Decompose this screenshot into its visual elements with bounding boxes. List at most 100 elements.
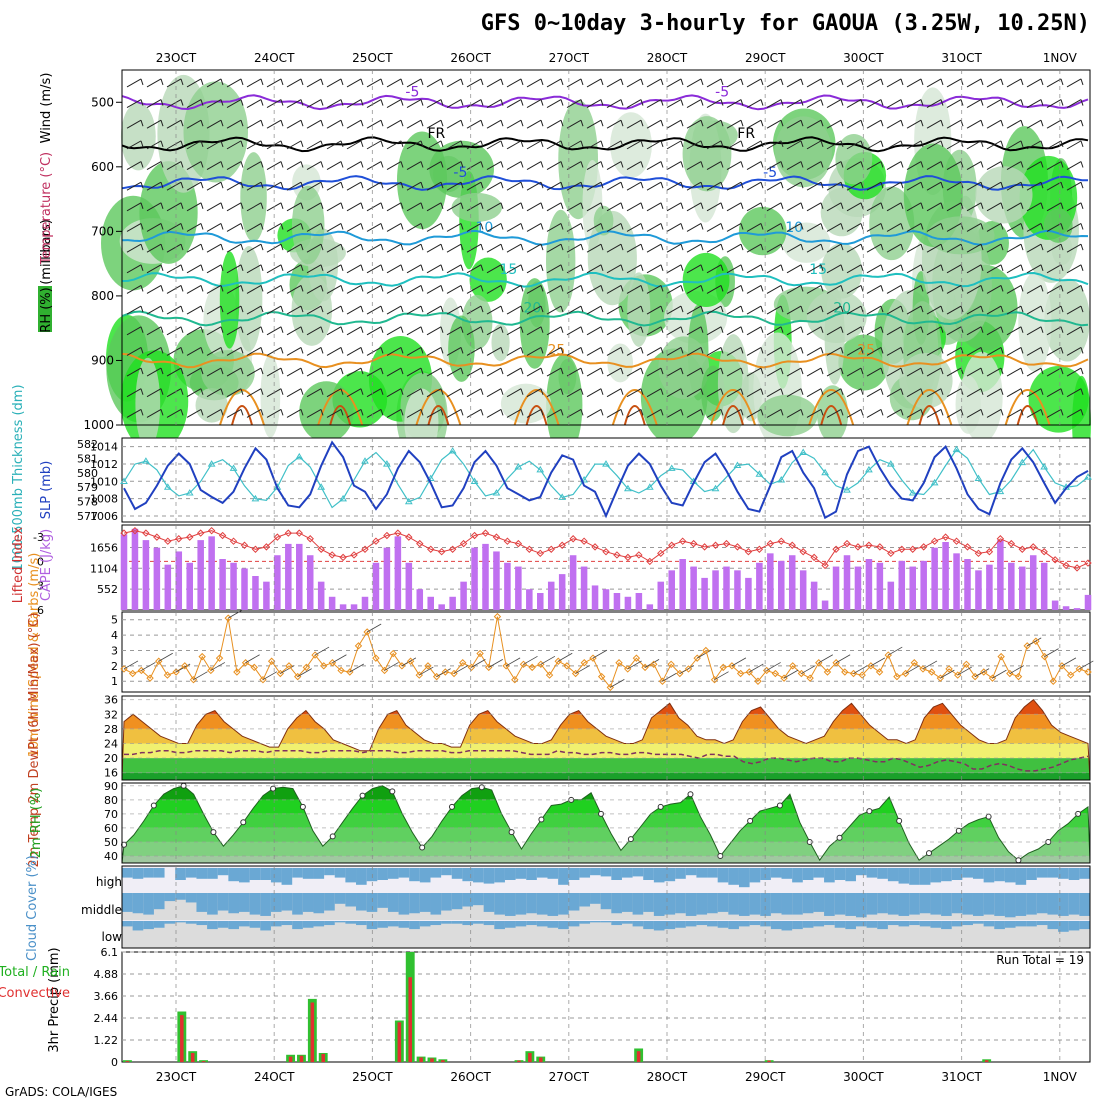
cloud-cell [356,893,368,911]
cloud-cell [1079,868,1091,879]
wind-barb [866,161,882,170]
wind-barb-flag [900,202,904,209]
wind-barb-flag [480,285,484,292]
cloud-cell [994,868,1006,882]
wind-barb-flag [300,99,304,106]
rh-shade [899,352,953,409]
cloud-cell [451,868,463,879]
wind-barb [866,388,882,398]
cloud-cell-bg [526,921,538,948]
wind-barb [666,408,682,418]
wind-barb [446,326,462,336]
surface-contour-inner [623,405,646,426]
wind-barb-flag [280,140,284,148]
wind-barb [226,161,242,170]
wind-barb [186,223,202,232]
wind-barb-flag [580,78,584,86]
wind-barb [486,78,502,88]
cloud-cell [855,921,868,927]
wind-barb-flag [600,223,604,230]
wind-barb-flag [500,367,504,375]
wind-barb [566,202,582,212]
cloud-cell [313,893,325,914]
wind-barb-flag [160,347,164,354]
wind-barb-flag [500,140,504,148]
wind-barb-flag [580,161,584,168]
wind-barb [986,223,1002,232]
wind-barb-flag [500,347,504,354]
wind10m-point [511,675,519,684]
top-date-label: 1NOV [1043,51,1078,65]
cloud-cell [558,921,570,930]
wind-barb [366,326,382,336]
wind-barb-flag [1060,223,1064,230]
wind-barb [386,264,402,274]
rh-shade [451,192,502,222]
thickness-point [163,483,172,490]
thickness-point [777,476,786,483]
wind-barb [446,285,462,294]
wind-barb [286,119,302,129]
cloud-cell [919,893,931,914]
wind-barb-flag [880,388,884,395]
wind-barb-flag [980,161,984,168]
wind-barb-flag [180,347,184,354]
wind-barb [686,305,702,315]
cloud-cell-bg [855,921,868,948]
thickness-point [295,452,304,460]
wind-barb [166,305,182,315]
wind-barb-flag [340,99,344,106]
wind10m-barb [870,657,886,667]
wind-barb-flag [460,409,464,416]
wind-barb [986,78,1002,88]
cape-bar [898,560,906,610]
wind-barb [446,202,462,212]
precip-ylabel: 3hr Precip (mm) [47,947,62,1052]
wind-barb-flag [840,264,844,271]
rh-shade [782,222,831,263]
thickness-point [667,464,676,471]
temp2m-tick-label: 16 [104,767,118,780]
wind-barb [426,202,442,212]
rh-ylabel: RH (%) [39,287,54,332]
cloud-cell-bg [547,868,559,892]
wind-barb [246,161,262,170]
thickness-point [886,460,895,467]
cloud-cell [409,921,421,930]
wind-barb-flag [820,78,824,86]
wind-barb [906,264,922,274]
cloud-cell [260,921,272,931]
cloud-cell [600,868,612,877]
cloud-cell [653,868,666,883]
thickness-point [251,494,260,502]
wind-barb-flag [640,367,644,375]
wind-barb [766,264,782,274]
wind-barb-flag [140,223,144,230]
wind-barb-flag [240,326,244,333]
wind-barb-flag [940,78,944,86]
wind-barb [906,388,922,398]
wind-barb [686,285,702,294]
wind-barb-flag [920,78,924,86]
wind-barb-flag [740,409,744,416]
li-point [810,553,818,562]
rh2m-point [538,816,545,823]
wind-barb-flag [620,99,624,106]
wind10m-barb [505,657,521,667]
wind-barb-flag [1040,347,1044,354]
surface-contour [513,389,560,426]
wind-barb-flag [420,182,424,189]
wind-barb-flag [160,202,164,209]
thickness-point [952,445,961,453]
wind-barb [1026,408,1042,418]
cloud-cell-bg [621,868,634,892]
wind-barb [186,140,202,150]
wind-barb-flag [720,367,724,375]
wind-barb-flag [500,326,504,333]
cloud-cell [590,893,602,904]
wind-barb-flag [260,264,264,271]
wind-barb [446,78,462,88]
wind-barb [786,119,802,129]
wind-barb-flag [1060,78,1064,86]
wind10m-barb [957,666,972,676]
